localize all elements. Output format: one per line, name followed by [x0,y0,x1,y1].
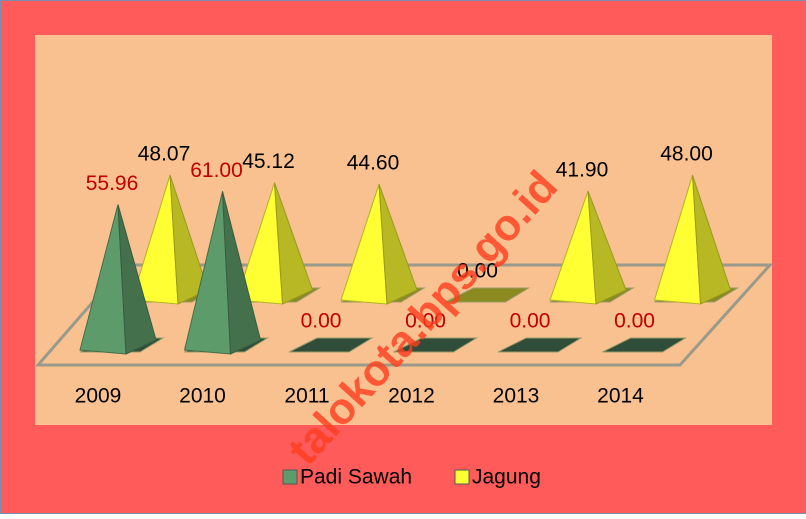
pyramid [497,337,583,353]
pyramid [183,191,270,355]
x-tick-label: 2011 [284,385,329,408]
pyramid [131,174,217,305]
x-tick-label: 2014 [597,385,644,408]
pyramid [288,337,374,353]
legend-swatch [282,469,298,485]
data-label: 0.00 [510,310,551,333]
pyramid [393,337,479,353]
x-tick-label: 2010 [179,385,226,408]
data-label: 55.96 [86,172,139,195]
pyramid-right-face [692,175,732,305]
pyramid-right-face [378,183,418,305]
pyramid [79,204,165,355]
base-slab [497,337,583,353]
data-label: 44.60 [347,152,400,175]
data-label: 0.00 [614,310,655,333]
base-slab [445,287,531,303]
pyramid-right-face [169,174,209,305]
legend-swatch [454,469,470,485]
pyramid [340,183,426,305]
x-tick-label: 2009 [75,385,122,408]
data-label: 48.07 [138,143,191,166]
base-slab [393,337,479,353]
pyramid [235,182,322,305]
data-label: 45.12 [242,150,295,173]
x-tick-label: 2013 [493,385,540,408]
data-label: 48.00 [660,143,713,166]
data-label: 61.00 [190,159,243,182]
data-label: 0.00 [301,310,342,333]
data-label: 41.90 [556,159,609,182]
base-slab [288,337,374,353]
pyramid-right-face [117,204,157,355]
legend-label: Padi Sawah [300,466,412,489]
x-tick-label: 2012 [388,385,435,408]
base-slab [602,337,688,353]
data-label: 0.00 [457,260,498,283]
pyramid [653,175,740,305]
pyramid [602,337,688,353]
pyramid [549,190,635,305]
pyramid-right-face [222,191,262,355]
pyramid-right-face [587,190,627,305]
pyramid-right-face [274,182,314,305]
data-label: 0.00 [405,310,446,333]
legend-label: Jagung [472,466,541,489]
pyramid [445,287,531,303]
